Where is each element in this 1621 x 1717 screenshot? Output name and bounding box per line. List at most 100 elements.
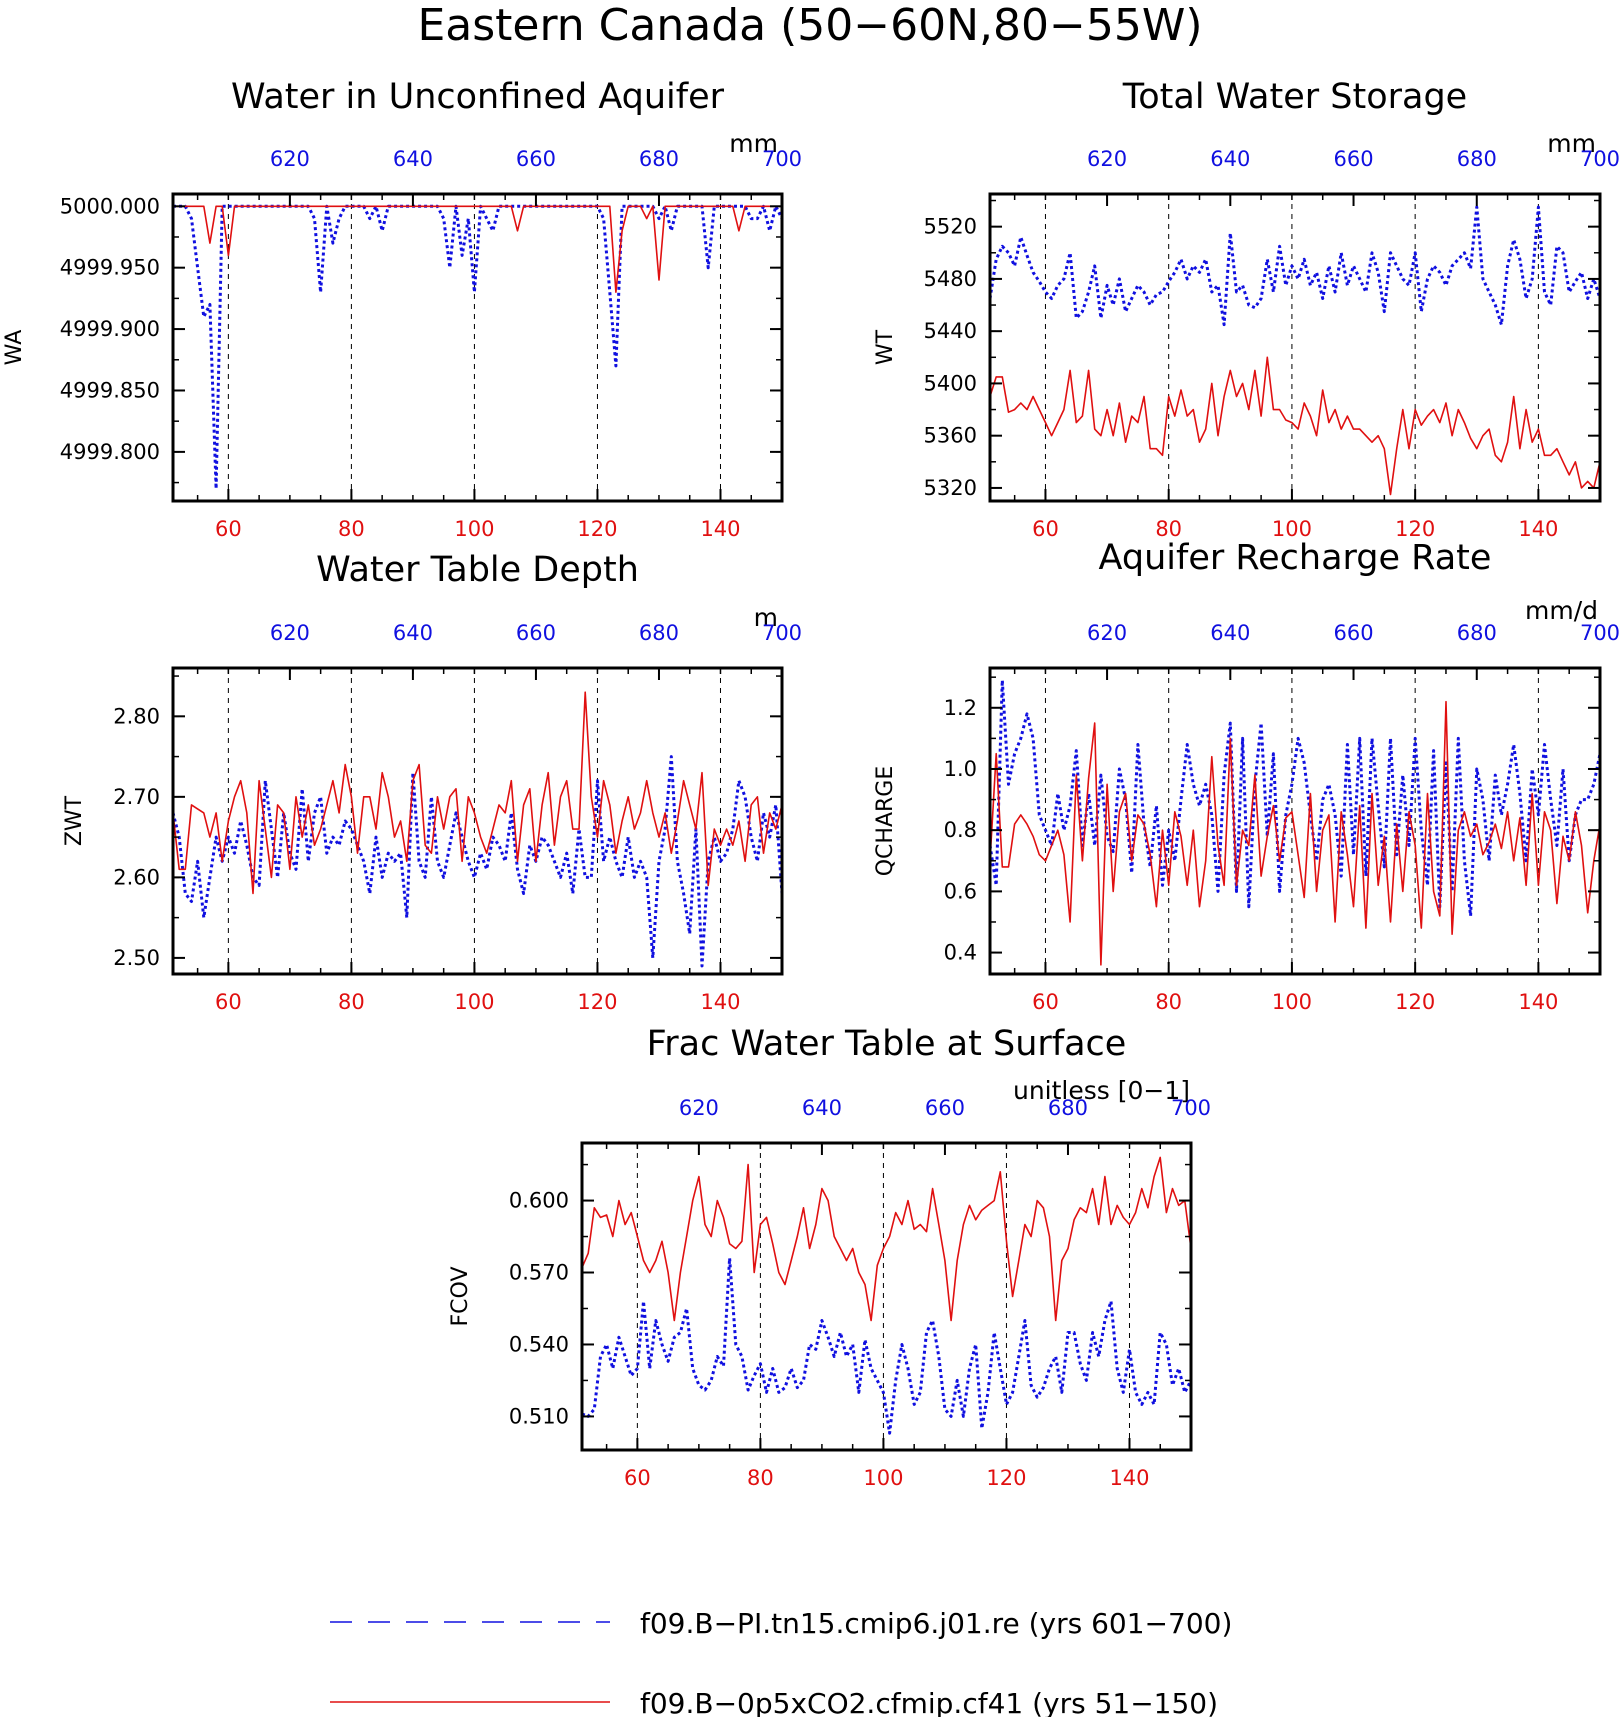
y-tick-label: 2.60 <box>113 865 160 889</box>
panel-units: m <box>754 603 778 632</box>
series-line-pi <box>988 205 1602 327</box>
panel-title: Water in Unconfined Aquifer <box>231 77 725 117</box>
series-line-pi <box>173 204 784 491</box>
x-bottom-tick-label: 120 <box>986 1466 1026 1490</box>
x-top-tick-label: 620 <box>1087 147 1127 171</box>
x-bottom-tick-label: 60 <box>215 517 242 541</box>
y-tick-label: 2.80 <box>113 704 160 728</box>
y-axis-label: ZWT <box>62 795 87 846</box>
x-top-tick-label: 620 <box>679 1096 719 1120</box>
x-top-tick-label: 660 <box>1333 147 1373 171</box>
y-axis-label: WA <box>2 330 27 366</box>
chart-panel-fcov: Frac Water Table at Surface unitless [0−1… <box>448 1024 1211 1490</box>
chart-panel-zwt: Water Table Depth m 60 80 100 120 140 620 640 660… <box>62 550 802 1014</box>
x-bottom-tick-label: 140 <box>1518 990 1558 1014</box>
legend-label-pi: f09.B−PI.tn15.cmip6.j01.re (yrs 601−700) <box>640 1607 1232 1640</box>
y-tick-label: 5400 <box>924 371 977 395</box>
y-tick-label: 5000.000 <box>60 194 160 218</box>
y-tick-label: 5360 <box>924 424 977 448</box>
x-top-tick-label: 640 <box>802 1096 842 1120</box>
x-top-tick-label: 660 <box>516 147 556 171</box>
series-line-co2 <box>173 205 782 294</box>
x-top-tick-label: 700 <box>762 147 802 171</box>
x-top-tick-label: 680 <box>639 147 679 171</box>
x-bottom-tick-label: 120 <box>1395 990 1435 1014</box>
series-line-pi <box>988 678 1602 918</box>
y-tick-label: 5480 <box>924 267 977 291</box>
series-line-co2 <box>989 700 1601 966</box>
x-bottom-tick-label: 100 <box>863 1466 903 1490</box>
y-tick-label: 1.0 <box>944 757 977 781</box>
figure-title: Eastern Canada (50−60N,80−55W) <box>417 0 1202 51</box>
x-bottom-tick-label: 60 <box>1032 517 1059 541</box>
y-tick-label: 0.6 <box>944 879 977 903</box>
series-line-pi <box>171 755 784 968</box>
x-bottom-tick-label: 80 <box>1155 517 1182 541</box>
x-top-tick-label: 680 <box>1457 147 1497 171</box>
legend-label-co2: f09.B−0p5xCO2.cfmip.cf41 (yrs 51−150) <box>640 1687 1218 1717</box>
y-tick-label: 5440 <box>924 319 977 343</box>
y-tick-label: 2.50 <box>113 946 160 970</box>
x-bottom-tick-label: 120 <box>577 517 617 541</box>
x-bottom-tick-label: 140 <box>1109 1466 1149 1490</box>
series-line-pi <box>581 1256 1193 1435</box>
y-axis-label: FCOV <box>448 1267 473 1327</box>
x-top-tick-label: 660 <box>516 621 556 645</box>
x-bottom-tick-label: 60 <box>624 1466 651 1490</box>
x-top-tick-label: 640 <box>1210 621 1250 645</box>
x-bottom-tick-label: 100 <box>454 517 494 541</box>
chart-panel-wt: Total Water Storage mm 60 80 100 120 140 620 640… <box>873 77 1620 541</box>
panel-units: mm <box>1547 129 1596 158</box>
y-tick-label: 0.570 <box>509 1261 569 1285</box>
y-tick-label: 2.70 <box>113 785 160 809</box>
x-bottom-tick-label: 120 <box>1395 517 1435 541</box>
x-bottom-tick-label: 140 <box>700 990 740 1014</box>
x-top-tick-label: 620 <box>270 147 310 171</box>
x-bottom-tick-label: 140 <box>700 517 740 541</box>
panel-units: unitless [0−1] <box>1013 1076 1190 1105</box>
x-top-tick-label: 640 <box>1210 147 1250 171</box>
chart-panel-qcharge: Aquifer Recharge Rate mm/d 60 80 100 120 140 62… <box>873 538 1620 1014</box>
x-bottom-tick-label: 140 <box>1518 517 1558 541</box>
x-top-tick-label: 680 <box>639 621 679 645</box>
y-tick-label: 0.8 <box>944 818 977 842</box>
series-line-co2 <box>172 691 783 895</box>
x-bottom-tick-label: 80 <box>338 517 365 541</box>
x-top-tick-label: 640 <box>393 621 433 645</box>
x-bottom-tick-label: 60 <box>215 990 242 1014</box>
x-top-tick-label: 660 <box>925 1096 965 1120</box>
x-bottom-tick-label: 80 <box>1155 990 1182 1014</box>
x-top-tick-label: 700 <box>1580 621 1620 645</box>
x-bottom-tick-label: 100 <box>1272 990 1312 1014</box>
x-top-tick-label: 700 <box>1171 1096 1211 1120</box>
x-top-tick-label: 700 <box>1580 147 1620 171</box>
x-top-tick-label: 620 <box>270 621 310 645</box>
y-tick-label: 0.540 <box>509 1332 569 1356</box>
panel-units: mm <box>729 129 778 158</box>
y-axis-label: QCHARGE <box>873 766 898 877</box>
x-bottom-tick-label: 100 <box>454 990 494 1014</box>
x-top-tick-label: 700 <box>762 621 802 645</box>
y-tick-label: 1.2 <box>944 696 977 720</box>
y-tick-label: 0.4 <box>944 941 977 965</box>
panel-title: Frac Water Table at Surface <box>647 1024 1127 1064</box>
y-tick-label: 5320 <box>924 476 977 500</box>
plot-frame <box>580 1141 1193 1452</box>
y-tick-label: 0.600 <box>509 1189 569 1213</box>
x-bottom-tick-label: 120 <box>577 990 617 1014</box>
panel-title: Water Table Depth <box>316 550 639 590</box>
plot-frame <box>171 192 784 503</box>
y-tick-label: 4999.950 <box>60 256 160 280</box>
y-tick-label: 4999.900 <box>60 317 160 341</box>
y-tick-label: 4999.800 <box>60 440 160 464</box>
legend: f09.B−PI.tn15.cmip6.j01.re (yrs 601−700)… <box>330 1607 1232 1717</box>
series-line-co2 <box>989 356 1601 496</box>
x-bottom-tick-label: 100 <box>1272 517 1312 541</box>
x-top-tick-label: 680 <box>1457 621 1497 645</box>
y-tick-label: 4999.850 <box>60 378 160 402</box>
x-top-tick-label: 620 <box>1087 621 1127 645</box>
y-axis-label: WT <box>873 329 898 365</box>
